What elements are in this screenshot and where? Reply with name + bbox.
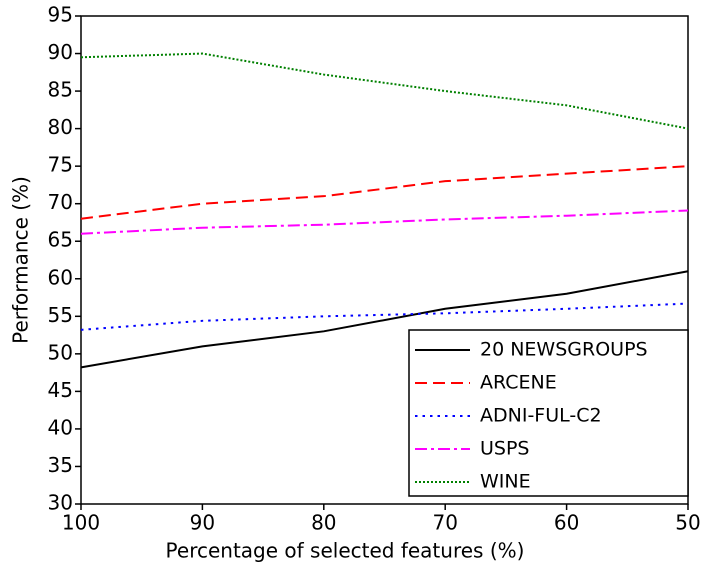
y-tick-label: 35 — [48, 453, 73, 477]
legend-box — [408, 329, 689, 497]
series-line — [80, 302, 689, 331]
y-tick-label: 45 — [48, 378, 73, 402]
y-tick-label: 60 — [48, 265, 73, 289]
y-tick-label: 75 — [48, 153, 73, 177]
x-tick-label: 80 — [311, 511, 336, 535]
legend: 20 NEWSGROUPS ARCENE ADNI-FUL-C2 USPS WINE — [408, 329, 689, 497]
plot-frame — [80, 15, 689, 505]
legend-label: 20 NEWSGROUPS — [480, 339, 648, 361]
y-axis-label: Performance (%) — [9, 176, 33, 344]
y-tick-label: 80 — [48, 115, 73, 139]
series-line — [80, 209, 689, 235]
series-line — [80, 52, 689, 130]
x-axis-label: Percentage of selected features (%) — [166, 539, 525, 563]
x-tick-label: 90 — [190, 511, 215, 535]
x-tick-label: 60 — [554, 511, 579, 535]
y-tick-label: 30 — [48, 491, 73, 515]
y-tick-label: 50 — [48, 340, 73, 364]
y-tick-label: 90 — [48, 40, 73, 64]
legend-label: USPS — [480, 438, 530, 460]
series-line — [80, 165, 689, 220]
x-tick-label: 50 — [675, 511, 700, 535]
legend-label: ADNI-FUL-C2 — [480, 405, 602, 427]
y-tick-label: 55 — [48, 303, 73, 327]
legend-label: WINE — [480, 471, 531, 493]
x-tick-label: 70 — [432, 511, 457, 535]
series-line — [80, 270, 689, 369]
x-tick-label: 100 — [62, 511, 100, 535]
y-tick-label: 85 — [48, 78, 73, 102]
y-tick-label: 40 — [48, 415, 73, 439]
legend-label: ARCENE — [480, 372, 557, 394]
y-tick-label: 95 — [48, 3, 73, 27]
y-tick-label: 65 — [48, 228, 73, 252]
y-tick-label: 70 — [48, 190, 73, 214]
